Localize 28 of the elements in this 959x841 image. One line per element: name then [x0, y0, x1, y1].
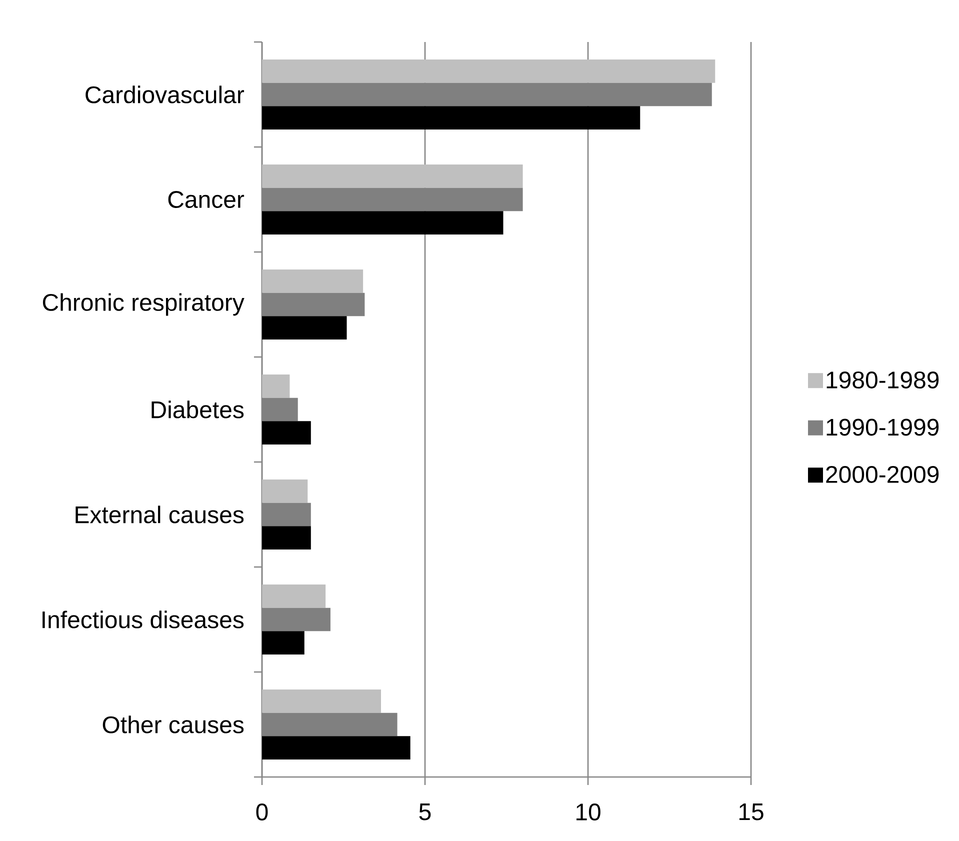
x-tick-label: 5 [419, 804, 431, 820]
y-tick-label: Diabetes [152, 400, 244, 418]
bar [262, 421, 311, 444]
bar [262, 631, 304, 654]
x-tick-label: 10 [576, 804, 600, 821]
bar [262, 270, 364, 293]
bar [262, 736, 410, 760]
bar [262, 316, 347, 340]
bar [262, 106, 640, 130]
bar [262, 480, 308, 503]
legend-label: 1980-1989 [826, 371, 939, 388]
y-tick-label: Chronic respiratory [42, 293, 244, 316]
x-tick-label: 15 [739, 804, 764, 820]
legend-label: 1990-1999 [826, 418, 939, 436]
bar [262, 374, 290, 398]
legend-label: 2000-2009 [826, 466, 939, 483]
bar [262, 60, 716, 83]
y-tick-label: Infectious diseases [42, 610, 244, 628]
bar [262, 690, 381, 713]
y-tick-label: Cancer [168, 191, 244, 208]
bar [262, 584, 326, 608]
bar [262, 526, 311, 550]
y-tick-label: Cardiovascular [86, 86, 244, 104]
y-tick-label: Other causes [102, 716, 244, 734]
bar [262, 164, 523, 188]
x-tick-label: 0 [256, 804, 268, 821]
bar [262, 211, 504, 234]
y-tick-label: External causes [76, 506, 244, 524]
